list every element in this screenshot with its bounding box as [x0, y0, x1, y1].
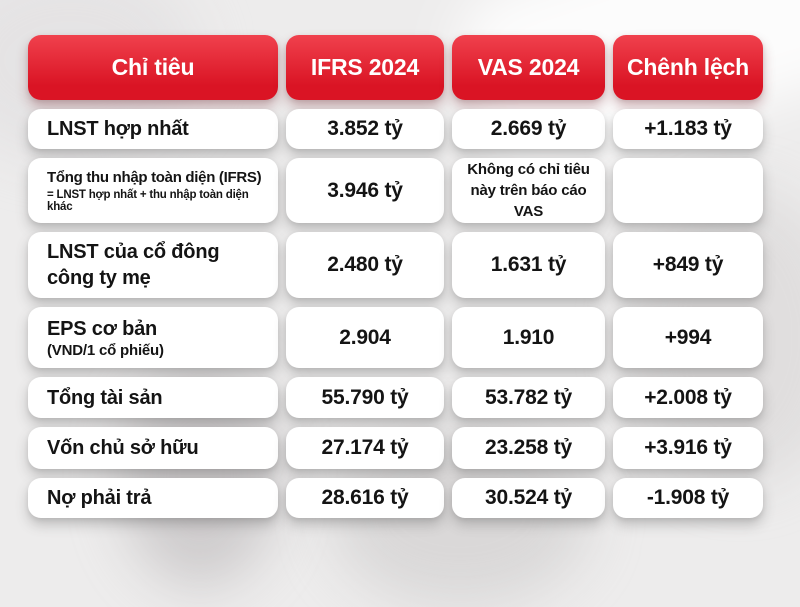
diff-value-cell: +3.916 tỷ: [613, 427, 763, 469]
vas-value-cell: 30.524 tỷ: [452, 478, 605, 518]
ifrs-value: 28.616 tỷ: [321, 486, 409, 509]
column-header-vas-2024: VAS 2024: [452, 35, 605, 100]
row-label-no-phai-tra: Nợ phải trả: [28, 478, 278, 518]
row-label-von-chu-so-huu: Vốn chủ sở hữu: [28, 427, 278, 469]
vas-value: 1.910: [502, 325, 555, 349]
ifrs-value-cell: 28.616 tỷ: [286, 478, 444, 518]
ifrs-value-cell: 3.852 tỷ: [286, 109, 444, 149]
row-label-lnst-co-dong-me: LNST của cổ đông công ty mẹ: [28, 232, 278, 298]
diff-value: +2.008 tỷ: [644, 385, 732, 409]
ifrs-value-cell: 2.480 tỷ: [286, 232, 444, 298]
row-label-subtext: (VND/1 cổ phiếu): [47, 342, 164, 359]
diff-value-cell: +849 tỷ: [613, 232, 763, 298]
comparison-table: Chỉ tiêu IFRS 2024 VAS 2024 Chênh lệch L…: [28, 35, 763, 518]
column-header-chi-tieu: Chỉ tiêu: [28, 35, 278, 100]
diff-value-cell: +994: [613, 307, 763, 368]
ifrs-value: 55.790 tỷ: [321, 385, 409, 409]
row-label-text: Tổng thu nhập toàn diện (IFRS): [47, 169, 262, 187]
row-label-text: LNST hợp nhất: [47, 118, 189, 140]
ifrs-value-cell: 3.946 tỷ: [286, 158, 444, 223]
ifrs-value: 3.946 tỷ: [327, 178, 403, 202]
ifrs-value-cell: 55.790 tỷ: [286, 377, 444, 418]
ifrs-value: 27.174 tỷ: [321, 436, 409, 459]
diff-empty-cell: [613, 158, 763, 223]
vas-value-cell: 23.258 tỷ: [452, 427, 605, 469]
column-header-chenh-lech: Chênh lệch: [613, 35, 763, 100]
row-label-lnst-hop-nhat: LNST hợp nhất: [28, 109, 278, 149]
ifrs-value-cell: 27.174 tỷ: [286, 427, 444, 469]
row-label-tong-thu-nhap-toan-dien: Tổng thu nhập toàn diện (IFRS) = LNST hợ…: [28, 158, 278, 223]
diff-value: -1.908 tỷ: [646, 486, 730, 509]
diff-value-cell: -1.908 tỷ: [613, 478, 763, 518]
vas-value: 1.631 tỷ: [490, 253, 567, 276]
diff-value-cell: +2.008 tỷ: [613, 377, 763, 418]
ifrs-value: 2.480 tỷ: [327, 253, 403, 276]
row-label-subtext: = LNST hợp nhất + thu nhập toàn diện khá…: [47, 188, 249, 213]
vas-value-cell: 2.669 tỷ: [452, 109, 605, 149]
vas-value-cell: 53.782 tỷ: [452, 377, 605, 418]
row-label-text: Nợ phải trả: [47, 487, 152, 509]
column-header-ifrs-2024: IFRS 2024: [286, 35, 444, 100]
ifrs-value-cell: 2.904: [286, 307, 444, 368]
row-label-tong-tai-san: Tổng tài sản: [28, 377, 278, 418]
diff-value: +994: [664, 325, 712, 349]
row-label-text: EPS cơ bản: [47, 318, 158, 340]
diff-value: +849 tỷ: [652, 253, 724, 276]
ifrs-value: 2.904: [339, 325, 391, 349]
row-label-eps-co-ban: EPS cơ bản (VND/1 cổ phiếu): [28, 307, 278, 368]
diff-value: +1.183 tỷ: [644, 117, 732, 140]
vas-value-cell: 1.631 tỷ: [452, 232, 605, 298]
vas-value: 2.669 tỷ: [490, 117, 567, 140]
vas-not-available-note: Không có chỉ tiêu này trên báo cáo VAS: [452, 158, 605, 223]
row-label-text: Tổng tài sản: [47, 386, 163, 409]
ifrs-value: 3.852 tỷ: [327, 117, 403, 140]
diff-value-cell: +1.183 tỷ: [613, 109, 763, 149]
row-label-text: LNST của cổ đông công ty mẹ: [47, 241, 220, 289]
diff-value: +3.916 tỷ: [644, 436, 732, 459]
row-label-text: Vốn chủ sở hữu: [47, 437, 199, 459]
vas-value: 30.524 tỷ: [485, 486, 572, 509]
vas-value: 23.258 tỷ: [485, 436, 572, 459]
vas-value-cell: 1.910: [452, 307, 605, 368]
vas-value: 53.782 tỷ: [485, 385, 572, 409]
